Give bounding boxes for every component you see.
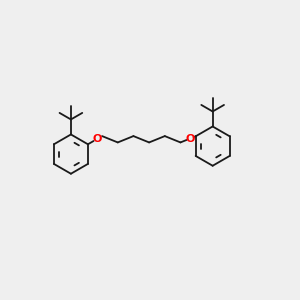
Text: O: O [92,134,102,144]
Text: O: O [185,134,195,143]
